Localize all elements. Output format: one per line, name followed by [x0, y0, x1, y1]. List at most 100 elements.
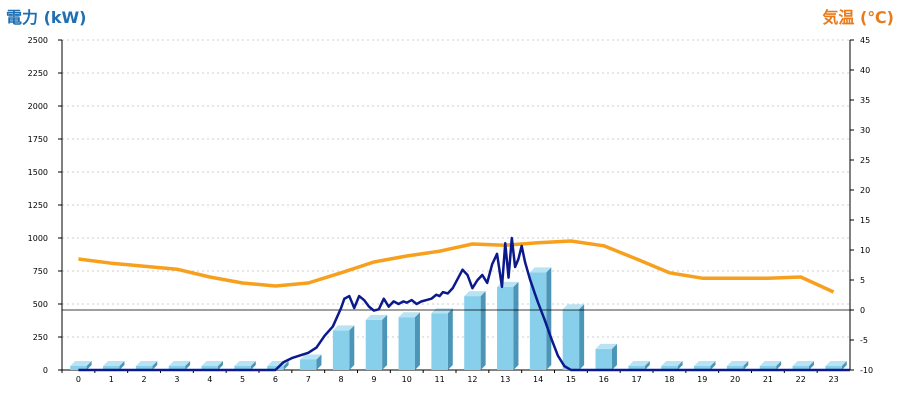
bar-side [611, 343, 617, 370]
x-tick-label: 18 [664, 375, 674, 384]
power-bar [726, 366, 744, 370]
bar-top [529, 267, 552, 273]
power-line [78, 236, 850, 372]
x-tick-label: 11 [434, 375, 444, 384]
left-tick-label: 1500 [28, 168, 48, 177]
bar-top [661, 361, 683, 366]
right-tick-label: -5 [860, 336, 868, 345]
right-tick-label: 40 [860, 66, 870, 75]
power-bar [70, 366, 87, 370]
power-bar [497, 286, 514, 370]
x-tick-label: 1 [109, 375, 114, 384]
x-tick-label: 9 [371, 375, 376, 384]
x-tick-label: 14 [533, 375, 543, 384]
x-tick-label: 19 [697, 375, 707, 384]
power-bar [628, 366, 645, 370]
bar-top [562, 304, 585, 310]
power-bar [300, 359, 317, 370]
power-bar [103, 366, 120, 370]
x-tick-label: 15 [566, 375, 576, 384]
left-tick-label: 750 [33, 267, 48, 276]
power-bar [201, 366, 218, 370]
bar-top [365, 314, 388, 320]
bar-top [168, 361, 191, 366]
right-tick-label: 5 [860, 276, 865, 285]
power-bar [792, 366, 809, 370]
bar-top [628, 361, 650, 366]
x-tick-label: 21 [763, 375, 773, 384]
bar-side [710, 361, 716, 370]
bar-side [677, 361, 683, 370]
right-tick-label: 20 [860, 186, 870, 195]
bar-top [464, 291, 486, 297]
bar-side [841, 361, 847, 370]
x-tick-label: 10 [402, 375, 412, 384]
bar-top [431, 308, 453, 314]
right-tick-label: 35 [860, 96, 870, 105]
bar-top [792, 361, 814, 366]
power-bar [234, 366, 251, 370]
bar-side [349, 325, 355, 370]
bar-side [86, 361, 92, 370]
bar-side [217, 361, 223, 370]
bar-side [743, 361, 749, 370]
left-tick-label: 2250 [28, 69, 48, 78]
bar-side [776, 361, 782, 370]
temperature-line [78, 239, 835, 294]
x-tick-label: 13 [500, 375, 510, 384]
bar-top [694, 361, 716, 366]
bar-side [480, 291, 486, 370]
left-tick-label: 250 [33, 333, 48, 342]
x-tick-label: 5 [240, 375, 245, 384]
left-tick-label: 500 [33, 300, 48, 309]
power-bar [365, 319, 383, 370]
power-bar [529, 272, 547, 370]
bar-side [283, 361, 289, 370]
bar-side [644, 361, 650, 370]
power-bar [464, 296, 481, 370]
right-tick-label: 30 [860, 126, 870, 135]
power-bar [135, 366, 153, 370]
bar-top [70, 361, 92, 366]
x-tick-label: 23 [828, 375, 838, 384]
bar-side [546, 267, 552, 370]
bar-side [250, 361, 256, 370]
power-bar [759, 366, 777, 370]
power-bar [431, 313, 448, 370]
x-tick-label: 2 [142, 375, 147, 384]
bar-top [135, 361, 158, 366]
bar-side [316, 354, 322, 370]
bar-top [825, 361, 847, 366]
x-tick-label: 17 [631, 375, 641, 384]
x-tick-label: 0 [76, 375, 81, 384]
power-bar [562, 309, 580, 370]
left-tick-label: 2000 [28, 102, 48, 111]
bar-top [300, 354, 322, 360]
bar-top [595, 343, 617, 349]
bar-top [201, 361, 223, 366]
bar-top [398, 312, 420, 318]
x-tick-label: 8 [339, 375, 344, 384]
power-bar [661, 366, 678, 370]
power-bar [694, 366, 711, 370]
x-tick-label: 16 [599, 375, 609, 384]
right-tick-label: 25 [860, 156, 870, 165]
x-tick-label: 20 [730, 375, 740, 384]
bar-side [808, 361, 814, 370]
x-tick-label: 4 [207, 375, 212, 384]
bar-top [234, 361, 256, 366]
right-axis-title: 気温 (℃) [822, 8, 894, 27]
left-tick-label: 1000 [28, 234, 48, 243]
power-bar [825, 366, 842, 370]
right-tick-label: -10 [860, 366, 873, 375]
left-tick-label: 0 [43, 366, 48, 375]
power-bar [267, 366, 284, 370]
x-tick-label: 6 [273, 375, 278, 384]
x-tick-label: 7 [306, 375, 311, 384]
left-tick-label: 1250 [28, 201, 48, 210]
x-tick-label: 3 [174, 375, 179, 384]
power-bar [332, 330, 350, 370]
bar-side [414, 312, 420, 370]
